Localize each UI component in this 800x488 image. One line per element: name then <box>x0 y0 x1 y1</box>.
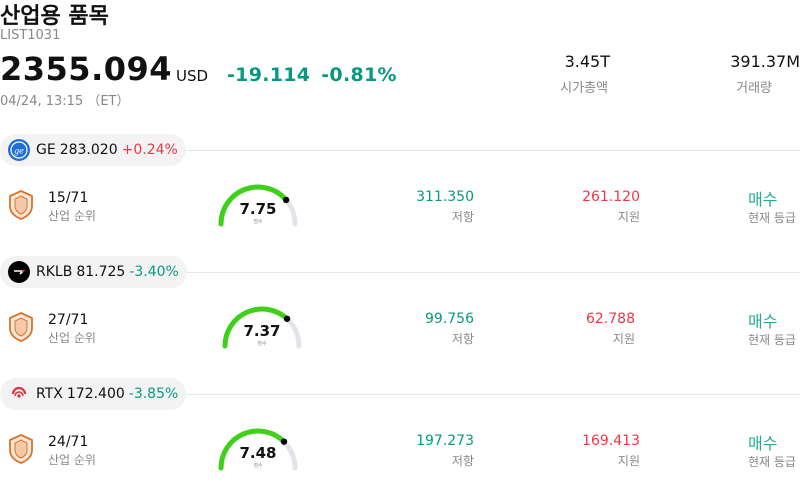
support-value: 169.413 <box>582 433 640 449</box>
volume-value: 391.37M <box>730 52 800 71</box>
stock-change: -3.40% <box>129 264 179 280</box>
support-label: 지원 <box>617 454 640 468</box>
ticker: RKLB <box>36 264 73 280</box>
industry-rank: 27/71 <box>48 312 89 328</box>
svg-text:ge: ge <box>14 147 24 156</box>
gauge-arc <box>218 184 298 227</box>
gauge-fill <box>218 428 287 471</box>
gauge-marker <box>280 438 288 445</box>
index-change: -19.114 -0.81% <box>227 64 397 86</box>
gauge-arc <box>222 306 302 349</box>
stock-price: 81.725 <box>76 264 126 280</box>
stock-change: -3.85% <box>128 386 179 402</box>
volume-label: 거래량 <box>736 81 772 96</box>
rating-label: 현재 등급 <box>748 455 796 469</box>
gauge-arc <box>218 428 298 471</box>
support-label: 지원 <box>612 332 635 346</box>
resistance-label: 저항 <box>451 210 474 224</box>
row-divider <box>180 150 800 151</box>
index-price: 2355.094 <box>0 50 173 88</box>
resistance-label: 저항 <box>451 332 474 346</box>
score-gauge: 7.75 점수 <box>216 180 300 228</box>
score-label: 점수 <box>253 463 263 469</box>
market-cap-label: 시가총액 <box>560 81 608 96</box>
industry-rank-label: 산업 순위 <box>48 209 96 223</box>
gauge-marker <box>282 196 290 204</box>
score-value: 7.37 <box>243 322 281 340</box>
rank-badge-icon <box>8 434 34 468</box>
rank-badge-icon <box>8 312 34 346</box>
ticker: RTX <box>36 386 63 402</box>
rating-label: 현재 등급 <box>748 333 796 347</box>
stock-pill-ge[interactable]: ge GE 283.020 +0.24% <box>0 134 186 166</box>
stock-pill-rklb[interactable]: RKLB 81.725 -3.40% <box>0 256 187 288</box>
change-percent: -0.81% <box>321 64 397 86</box>
support-label: 지원 <box>617 210 640 224</box>
stock-change: +0.24% <box>121 142 178 158</box>
score-gauge: 7.48 점수 <box>216 424 300 472</box>
rating-button[interactable]: 매수 <box>748 312 778 331</box>
score-label: 점수 <box>253 219 263 225</box>
row-divider <box>180 394 800 395</box>
score-gauge: 7.37 점수 <box>220 302 304 350</box>
resistance-value: 99.756 <box>425 311 474 327</box>
timestamp: 04/24, 13:15 （ET） <box>0 94 130 109</box>
stock-price: 172.400 <box>66 386 125 402</box>
score-value: 7.48 <box>239 444 277 462</box>
industry-rank-label: 산업 순위 <box>48 331 96 345</box>
rank-badge-icon <box>8 190 34 224</box>
resistance-value: 197.273 <box>416 433 474 449</box>
row-divider <box>180 272 800 273</box>
rtx-logo <box>8 383 30 405</box>
industry-rank-label: 산업 순위 <box>48 453 96 467</box>
resistance-label: 저항 <box>451 454 474 468</box>
page-title: 산업용 품목 <box>0 4 109 29</box>
rating-button[interactable]: 매수 <box>748 434 778 453</box>
change-value: -19.114 <box>227 64 311 86</box>
market-cap-value: 3.45T <box>564 52 610 71</box>
resistance-value: 311.350 <box>416 189 474 205</box>
score-label: 점수 <box>257 341 267 347</box>
gauge-fill <box>222 306 290 349</box>
industry-rank: 24/71 <box>48 434 89 450</box>
stock-price: 283.020 <box>59 142 118 158</box>
support-value: 261.120 <box>582 189 640 205</box>
score-value: 7.75 <box>239 200 277 218</box>
industry-rank: 15/71 <box>48 190 89 206</box>
ticker: GE <box>36 142 56 158</box>
ge-logo: ge <box>8 139 30 161</box>
stock-pill-rtx[interactable]: RTX 172.400 -3.85% <box>0 378 187 410</box>
symbol-code: LIST1031 <box>0 28 61 43</box>
rklb-logo <box>8 261 30 283</box>
rating-label: 현재 등급 <box>748 211 796 225</box>
rating-button[interactable]: 매수 <box>748 190 778 209</box>
support-value: 62.788 <box>586 311 635 327</box>
gauge-fill <box>218 184 289 227</box>
currency-label: USD <box>176 67 209 85</box>
gauge-marker <box>283 315 291 322</box>
